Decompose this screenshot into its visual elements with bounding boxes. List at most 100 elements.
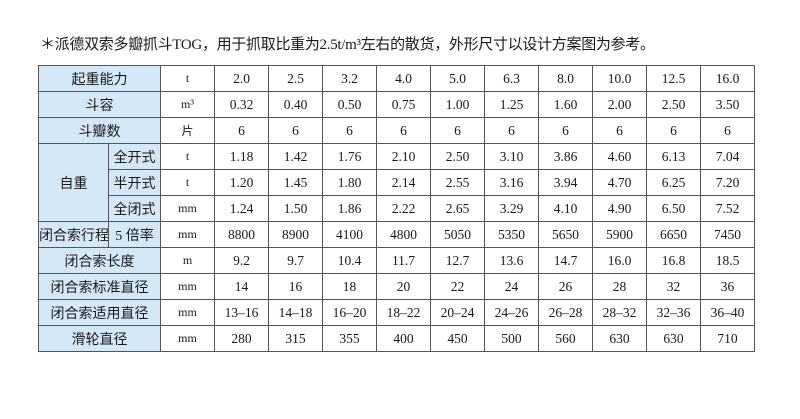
table-cell: 1.50 (268, 195, 323, 222)
row-unit: t (160, 143, 215, 170)
table-cell: 0.32 (214, 91, 269, 118)
table-cell: 20–24 (430, 299, 485, 326)
table-cell: 5050 (430, 221, 485, 248)
table-cell: 1.18 (214, 143, 269, 170)
table-cell: 4.70 (592, 169, 647, 196)
row-sub-label: 全开式 (108, 143, 161, 170)
table-cell: 9.2 (214, 247, 269, 274)
table-cell: 4100 (322, 221, 377, 248)
table-cell: 32 (646, 273, 701, 300)
table-cell: 2.55 (430, 169, 485, 196)
table-cell: 0.50 (322, 91, 377, 118)
row-label: 斗容 (38, 91, 161, 118)
row-unit: 片 (160, 117, 215, 144)
table-cell: 2.65 (430, 195, 485, 222)
table-cell: 6 (214, 117, 269, 144)
table-cell: 6 (376, 117, 431, 144)
table-cell: 1.45 (268, 169, 323, 196)
row-label: 闭合索长度 (38, 247, 161, 274)
table-cell: 7450 (700, 221, 755, 248)
table-cell: 6650 (646, 221, 701, 248)
table-cell: 6.3 (484, 65, 539, 92)
table-cell: 28 (592, 273, 647, 300)
table-cell: 6.13 (646, 143, 701, 170)
table-cell: 16 (268, 273, 323, 300)
table-note: ＊派德双索多瓣抓斗TOG，用于抓取比重为2.5t/m³左右的散货，外形尺寸以设计… (40, 37, 655, 53)
table-cell: 3.50 (700, 91, 755, 118)
table-cell: 36 (700, 273, 755, 300)
table-cell: 8800 (214, 221, 269, 248)
table-cell: 32–36 (646, 299, 701, 326)
row-unit: m (160, 247, 215, 274)
table-cell: 5.0 (430, 65, 485, 92)
table-cell: 26–28 (538, 299, 593, 326)
table-cell: 7.52 (700, 195, 755, 222)
table-cell: 630 (592, 325, 647, 352)
table-cell: 24–26 (484, 299, 539, 326)
table-cell: 4.90 (592, 195, 647, 222)
table-cell: 13–16 (214, 299, 269, 326)
table-cell: 3.16 (484, 169, 539, 196)
table-cell: 6 (538, 117, 593, 144)
table-cell: 2.50 (430, 143, 485, 170)
table-cell: 1.86 (322, 195, 377, 222)
table-cell: 2.00 (592, 91, 647, 118)
table-row: 闭合索适用直径 mm 13–16 14–18 16–20 18–22 20–24 24–26 2… (38, 299, 755, 326)
row-unit: mm (160, 221, 215, 248)
table-cell: 6 (700, 117, 755, 144)
table-cell: 3.29 (484, 195, 539, 222)
table-cell: 6 (592, 117, 647, 144)
table-row: 斗瓣数片 6 6 6 6 6 6 6 6 6 6 (38, 117, 755, 144)
table-cell: 1.80 (322, 169, 377, 196)
table-cell: 16.0 (592, 247, 647, 274)
table-cell: 14.7 (538, 247, 593, 274)
table-cell: 1.76 (322, 143, 377, 170)
table-row: 闭合索长度 m 9.2 9.7 10.4 11.7 12.7 13.6 14.7 16.0 16.8… (38, 247, 755, 274)
table-cell: 18–22 (376, 299, 431, 326)
table-cell: 4800 (376, 221, 431, 248)
table-cell: 3.2 (322, 65, 377, 92)
table-cell: 355 (322, 325, 377, 352)
table-cell: 12.7 (430, 247, 485, 274)
table-cell: 2.5 (268, 65, 323, 92)
table-row: 半开式 t 1.20 1.45 1.80 2.14 2.55 3.16 3.94 4.70 6.25… (39, 169, 755, 196)
table-cell: 5900 (592, 221, 647, 248)
table-cell: 10.0 (592, 65, 647, 92)
row-unit: t (160, 169, 215, 196)
row-group-label: 闭合索行程 (38, 221, 109, 248)
table-cell: 3.94 (538, 169, 593, 196)
table-cell: 6 (268, 117, 323, 144)
table-cell: 3.86 (538, 143, 593, 170)
table-cell: 0.40 (268, 91, 323, 118)
table-row: 闭合索行程 5 倍率 mm 8800 8900 4100 4800 5050 5350 5650 5… (38, 221, 755, 248)
table-cell: 28–32 (592, 299, 647, 326)
row-sub-label: 半开式 (108, 169, 161, 196)
row-label: 滑轮直径 (38, 325, 161, 352)
row-unit: mm (160, 195, 215, 222)
row-unit: mm (160, 273, 215, 300)
table-cell: 2.0 (214, 65, 269, 92)
row-unit: mm (160, 299, 215, 326)
table-cell: 36–40 (700, 299, 755, 326)
table-cell: 5350 (484, 221, 539, 248)
row-label: 闭合索适用直径 (38, 299, 161, 326)
table-cell: 450 (430, 325, 485, 352)
table-row: 滑轮直径 mm 280 315 355 400 450 500 560 630 630 710 (38, 325, 755, 352)
table-cell: 8.0 (538, 65, 593, 92)
table-cell: 315 (268, 325, 323, 352)
table-cell: 2.22 (376, 195, 431, 222)
table-cell: 6 (646, 117, 701, 144)
table-cell: 12.5 (646, 65, 701, 92)
table-row: 自重 全开式 t 1.18 1.42 1.76 2.10 2.50 3.10 3.86 4.60 6.… (38, 143, 755, 222)
row-unit: mm (160, 325, 215, 352)
specs-table: 起重能力 t 2.0 2.5 3.2 4.0 5.0 6.3 8.0 10.0 12.5 16.0 斗容… (38, 65, 755, 352)
table-cell: 20 (376, 273, 431, 300)
row-sub-label: 全闭式 (108, 195, 161, 222)
table-cell: 560 (538, 325, 593, 352)
table-cell: 2.14 (376, 169, 431, 196)
table-cell: 16.0 (700, 65, 755, 92)
table-cell: 1.20 (214, 169, 269, 196)
table-row: 起重能力 t 2.0 2.5 3.2 4.0 5.0 6.3 8.0 10.0 12.5 16.0 (38, 65, 755, 92)
table-row: 斗容 m³ 0.32 0.40 0.50 0.75 1.00 1.25 1.60 2.00 2.50… (38, 91, 755, 118)
table-cell: 710 (700, 325, 755, 352)
